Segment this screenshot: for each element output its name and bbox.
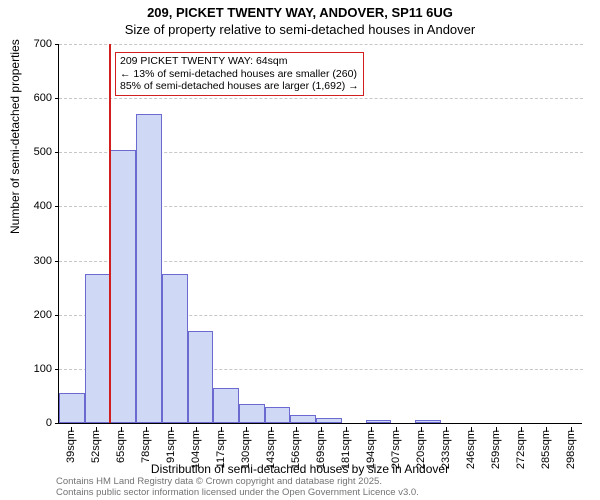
attribution: Contains HM Land Registry data © Crown c… <box>56 477 419 498</box>
annotation-line3: 85% of semi-detached houses are larger (… <box>120 80 359 93</box>
ytick-label: 300 <box>22 255 52 267</box>
xtick-label: 65sqm <box>115 430 127 463</box>
annotation-line1: 209 PICKET TWENTY WAY: 64sqm <box>120 55 359 68</box>
xtick-label: 52sqm <box>90 430 102 463</box>
ytick-label: 600 <box>22 92 52 104</box>
ytick-label: 200 <box>22 309 52 321</box>
bar <box>265 407 291 423</box>
bar <box>110 150 136 423</box>
attribution-line2: Contains public sector information licen… <box>56 488 419 498</box>
ytick-label: 700 <box>22 38 52 50</box>
x-axis-label: Distribution of semi-detached houses by … <box>0 462 600 476</box>
ytick-mark <box>55 423 59 424</box>
bar <box>213 388 239 423</box>
bar <box>136 114 162 423</box>
annotation-line2: ← 13% of semi-detached houses are smalle… <box>120 68 359 81</box>
bar <box>162 274 188 423</box>
bars-group <box>59 44 583 423</box>
bar <box>85 274 111 423</box>
xtick-label: 39sqm <box>65 430 77 463</box>
property-marker-line <box>109 44 111 423</box>
plot-area: 209 PICKET TWENTY WAY: 64sqm ← 13% of se… <box>58 44 582 424</box>
axes: 209 PICKET TWENTY WAY: 64sqm ← 13% of se… <box>58 44 582 424</box>
y-axis-label: Number of semi-detached properties <box>8 39 22 234</box>
chart-subtitle: Size of property relative to semi-detach… <box>0 20 600 37</box>
bar <box>59 393 85 423</box>
ytick-label: 400 <box>22 200 52 212</box>
xtick-label: 78sqm <box>140 430 152 463</box>
bar <box>316 418 342 423</box>
bar <box>290 415 316 423</box>
chart-container: 209, PICKET TWENTY WAY, ANDOVER, SP11 6U… <box>0 0 600 500</box>
annotation-box: 209 PICKET TWENTY WAY: 64sqm ← 13% of se… <box>115 52 364 96</box>
chart-title: 209, PICKET TWENTY WAY, ANDOVER, SP11 6U… <box>0 0 600 20</box>
ytick-label: 100 <box>22 363 52 375</box>
bar <box>239 404 265 423</box>
bar <box>415 420 441 423</box>
attribution-line1: Contains HM Land Registry data © Crown c… <box>56 477 419 487</box>
ytick-label: 0 <box>22 417 52 429</box>
ytick-label: 500 <box>22 146 52 158</box>
bar <box>366 420 392 423</box>
bar <box>188 331 214 423</box>
xtick-label: 91sqm <box>165 430 177 463</box>
